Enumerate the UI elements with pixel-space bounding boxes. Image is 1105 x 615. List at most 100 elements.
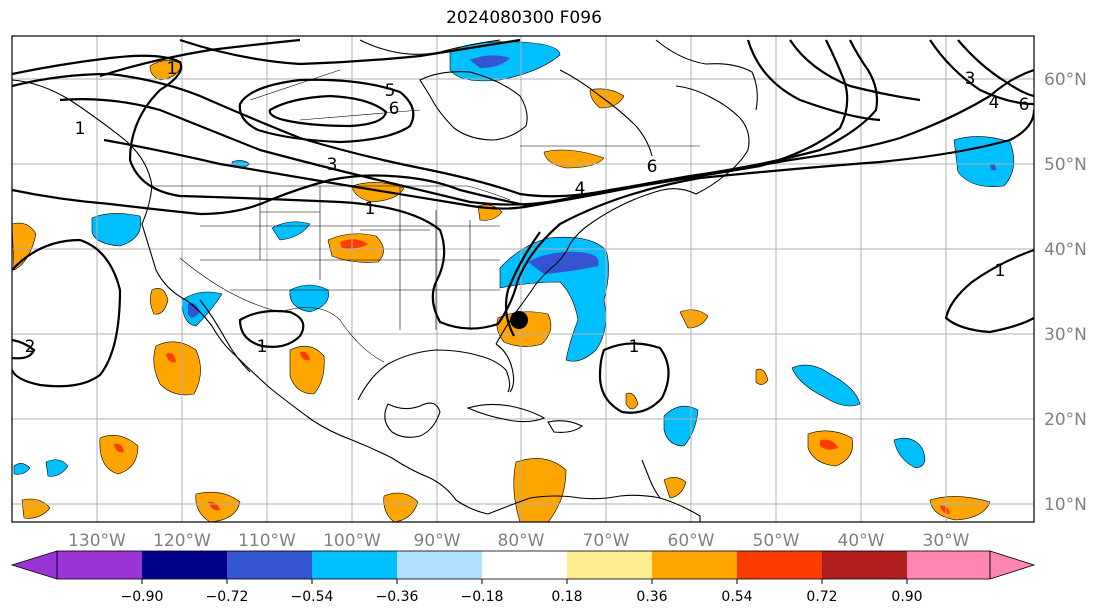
- contour-label: 4: [989, 93, 1000, 113]
- coast-gulf-of-mexico: [357, 349, 511, 401]
- coast-labrador: [559, 69, 653, 157]
- shade-red-plains-core: [340, 239, 368, 249]
- contour-outer-pacific: [12, 238, 122, 388]
- shade-orange-west-mexico: [289, 345, 325, 395]
- shade-blue-central-atlantic: [791, 364, 861, 407]
- lon-label: 100°W: [323, 531, 381, 551]
- coast-florida: [495, 343, 515, 393]
- contour-label: 3: [965, 69, 976, 89]
- shade-blue-pacific-small-1: [13, 463, 31, 475]
- storm-position-dot: [510, 311, 528, 329]
- shade-purple-newfoundland-core: [990, 163, 996, 171]
- contour-main-2: [12, 68, 1034, 198]
- shade-orange-canada-northwest: [149, 60, 183, 81]
- contour-main-5: [12, 174, 531, 216]
- contour-southwest-loop: [238, 309, 305, 348]
- contour-right-4: [957, 39, 1034, 98]
- lon-label: 50°W: [753, 531, 800, 551]
- shade-orange-atlantic-east: [679, 309, 709, 329]
- colorbar-bin: [482, 551, 567, 579]
- colorbar-bin: [57, 551, 142, 579]
- colorbar-tick-label: −0.36: [376, 589, 419, 605]
- contour-inner-low-2: [268, 94, 388, 128]
- shade-red-mid-atlantic-core: [820, 439, 838, 450]
- shaded-anomalies: [12, 41, 1015, 522]
- shade-red-west-mexico-core: [300, 351, 310, 361]
- shade-orange-labrador-sea: [589, 88, 625, 109]
- colorbar-extend-high: [989, 550, 1036, 580]
- coast-cuba: [466, 403, 546, 423]
- colorbar-bin: [142, 551, 227, 579]
- contour-small-left: [12, 338, 36, 360]
- lon-label: 90°W: [414, 531, 461, 551]
- shade-orange-atlantic-small-2: [625, 392, 639, 410]
- shade-blue-mid-atlantic-south: [893, 437, 926, 469]
- shade-red-pacific-mexico-core: [166, 353, 176, 363]
- shade-red-south-atlantic-core: [940, 505, 950, 514]
- lat-label: 20°N: [1044, 410, 1087, 430]
- contour-label: 1: [75, 119, 86, 139]
- contour-main-4: [103, 39, 849, 210]
- colorbar-tick-label: 0.72: [806, 589, 837, 605]
- colorbar-extend-low: [10, 550, 58, 580]
- contour-label: 1: [257, 337, 268, 357]
- contour-label: 6: [647, 157, 658, 177]
- shade-red-pacific-south-core: [114, 443, 124, 453]
- lon-label: 30°W: [923, 531, 970, 551]
- contour-right-2: [789, 39, 921, 102]
- colorbar-tick-label: 0.54: [721, 589, 752, 605]
- lat-label: 30°N: [1044, 325, 1087, 345]
- shade-orange-central-america: [383, 492, 419, 522]
- contour-atlantic-loop: [598, 342, 670, 414]
- colorbar-bin: [652, 551, 737, 579]
- lon-label: 60°W: [668, 531, 715, 551]
- coast-south-america: [487, 494, 701, 522]
- shade-blue-caribbean-east: [663, 405, 699, 447]
- shade-blue-west: [91, 213, 142, 247]
- contour-label: 6: [389, 99, 400, 119]
- shade-orange-baja-west: [150, 288, 169, 315]
- contour-right-1: [746, 39, 881, 122]
- colorbar-bin: [312, 551, 397, 579]
- colorbar-bin: [822, 551, 907, 579]
- shade-blue-north-atlantic-top-core: [470, 55, 510, 68]
- contour-label: 4: [575, 179, 586, 199]
- contour-north-2: [99, 38, 301, 78]
- contour-east-atlantic: [944, 248, 1034, 334]
- coast-canada-east: [619, 85, 750, 207]
- contour-main-1: [12, 54, 1034, 330]
- colorbar-bin: [907, 551, 990, 579]
- colorbar-tick-label: −0.18: [461, 589, 504, 605]
- colorbar-bin: [567, 551, 652, 579]
- shade-orange-caribbean: [513, 458, 567, 522]
- coast-greenland: [655, 39, 758, 111]
- shade-blue-pacific-small-2: [45, 459, 69, 477]
- shade-orange-south-atlantic: [929, 496, 991, 521]
- colorbar: −0.90 −0.72 −0.54 −0.36 −0.18 0.18 0.36 …: [10, 550, 1036, 605]
- contour-label-group: 1 1 1 1 1 1 2 3 3 4 4 5 6 6 6: [25, 59, 1030, 357]
- lon-label: 110°W: [238, 531, 296, 551]
- colorbar-bin: [227, 551, 312, 579]
- shade-blue-central-us: [271, 221, 311, 241]
- shade-purple-east-coast-core: [528, 251, 599, 274]
- shade-purple-baja-core: [188, 303, 200, 318]
- contour-label: 1: [995, 261, 1006, 281]
- colorbar-frame: [56, 550, 991, 580]
- coast-hudson-bay: [419, 71, 528, 141]
- contour-north-1: [179, 38, 521, 66]
- lon-label: 120°W: [153, 531, 211, 551]
- shade-orange-pacific-mexico: [153, 341, 201, 396]
- map-frame: [11, 35, 1035, 523]
- coast-hispaniola: [547, 420, 584, 433]
- colorbar-bin: [737, 551, 822, 579]
- colorbar-bin: [397, 551, 482, 579]
- coast-lesser-antilles: [641, 459, 661, 499]
- map-title: 2024080300 F096: [446, 8, 602, 28]
- contour-label: 1: [365, 199, 376, 219]
- contour-east-ridge-1: [504, 231, 541, 337]
- longitude-labels: 130°W 120°W 110°W 100°W 90°W 80°W 70°W 6…: [68, 531, 970, 551]
- colorbar-tick-label: −0.54: [291, 589, 334, 605]
- lon-label: 40°W: [838, 531, 885, 551]
- contour-inner-low-1: [238, 78, 415, 144]
- contour-lines: [12, 38, 1034, 414]
